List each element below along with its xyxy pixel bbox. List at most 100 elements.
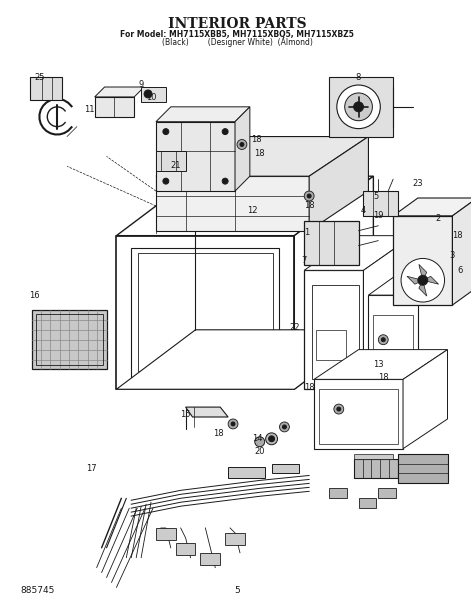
Polygon shape xyxy=(117,236,294,389)
Polygon shape xyxy=(378,488,396,498)
Polygon shape xyxy=(156,137,368,176)
Circle shape xyxy=(255,437,264,446)
Text: 21: 21 xyxy=(171,161,181,170)
Polygon shape xyxy=(156,107,250,122)
Circle shape xyxy=(228,419,238,429)
Circle shape xyxy=(222,178,228,184)
Circle shape xyxy=(163,129,169,135)
Polygon shape xyxy=(309,137,368,231)
Polygon shape xyxy=(364,191,398,216)
Circle shape xyxy=(240,143,244,146)
Polygon shape xyxy=(201,553,220,565)
Polygon shape xyxy=(304,221,358,266)
Circle shape xyxy=(337,85,380,129)
Polygon shape xyxy=(225,533,245,545)
Polygon shape xyxy=(95,87,144,97)
Text: 15: 15 xyxy=(181,410,191,419)
Polygon shape xyxy=(419,280,427,296)
Text: 18: 18 xyxy=(213,429,224,438)
Circle shape xyxy=(401,258,445,302)
Text: 18: 18 xyxy=(452,231,463,240)
Polygon shape xyxy=(304,271,364,389)
Polygon shape xyxy=(138,253,273,371)
Polygon shape xyxy=(368,295,418,399)
Text: 1: 1 xyxy=(304,228,310,237)
Circle shape xyxy=(337,407,341,411)
Polygon shape xyxy=(393,216,453,305)
Text: 11: 11 xyxy=(84,105,95,114)
Polygon shape xyxy=(358,498,376,508)
Circle shape xyxy=(280,422,290,432)
Polygon shape xyxy=(32,310,107,370)
Text: 17: 17 xyxy=(86,464,97,473)
Text: 18: 18 xyxy=(251,135,262,144)
Text: 5: 5 xyxy=(374,191,379,200)
Polygon shape xyxy=(329,488,346,498)
Polygon shape xyxy=(368,271,453,295)
Text: (Black)        (Designer White)  (Almond): (Black) (Designer White) (Almond) xyxy=(162,39,312,47)
Text: 23: 23 xyxy=(412,178,423,188)
Circle shape xyxy=(222,129,228,135)
Text: 885745: 885745 xyxy=(20,586,55,595)
Text: 18: 18 xyxy=(304,383,314,392)
Text: 16: 16 xyxy=(29,291,40,300)
Text: 4: 4 xyxy=(361,207,366,215)
Text: INTERIOR PARTS: INTERIOR PARTS xyxy=(168,17,306,31)
Polygon shape xyxy=(354,459,398,478)
Text: 18: 18 xyxy=(255,149,265,158)
Polygon shape xyxy=(329,77,393,137)
Polygon shape xyxy=(176,543,195,555)
Text: 7: 7 xyxy=(301,256,307,265)
Polygon shape xyxy=(453,198,474,305)
Circle shape xyxy=(345,93,373,121)
Circle shape xyxy=(334,404,344,414)
Text: 14: 14 xyxy=(253,434,263,443)
Polygon shape xyxy=(141,87,166,102)
Polygon shape xyxy=(156,151,186,171)
Circle shape xyxy=(418,276,428,285)
Text: For Model: MH7115XBB5, MH7115XBQ5, MH7115XBZ5: For Model: MH7115XBB5, MH7115XBQ5, MH711… xyxy=(120,30,354,39)
Text: 20: 20 xyxy=(255,447,265,456)
Polygon shape xyxy=(272,464,299,474)
Text: 8: 8 xyxy=(356,73,361,82)
Polygon shape xyxy=(156,176,309,231)
Text: 25: 25 xyxy=(34,73,45,82)
Text: 18: 18 xyxy=(304,202,314,210)
Circle shape xyxy=(283,425,286,429)
Text: 9: 9 xyxy=(138,79,144,89)
Polygon shape xyxy=(131,248,280,378)
Polygon shape xyxy=(117,330,374,389)
Circle shape xyxy=(144,90,152,98)
Polygon shape xyxy=(364,236,413,389)
Polygon shape xyxy=(294,176,374,389)
Polygon shape xyxy=(186,407,228,417)
Text: 10: 10 xyxy=(146,93,156,103)
Polygon shape xyxy=(407,276,423,284)
Polygon shape xyxy=(156,528,176,540)
Circle shape xyxy=(269,436,274,442)
Polygon shape xyxy=(403,349,447,449)
Circle shape xyxy=(265,433,277,445)
Polygon shape xyxy=(30,77,62,100)
Text: 13: 13 xyxy=(373,360,383,369)
Polygon shape xyxy=(398,454,447,483)
Text: 5: 5 xyxy=(234,586,240,595)
Polygon shape xyxy=(354,454,393,459)
Text: 12: 12 xyxy=(247,207,258,215)
Circle shape xyxy=(304,191,314,201)
Text: 6: 6 xyxy=(458,266,463,275)
Polygon shape xyxy=(314,349,447,379)
Polygon shape xyxy=(393,198,474,216)
Polygon shape xyxy=(95,97,134,117)
Text: 3: 3 xyxy=(450,251,455,260)
Circle shape xyxy=(237,140,247,149)
Text: 2: 2 xyxy=(435,214,440,223)
Text: 19: 19 xyxy=(373,212,383,220)
Polygon shape xyxy=(419,264,427,280)
Text: 22: 22 xyxy=(289,323,300,332)
Polygon shape xyxy=(117,176,374,236)
Polygon shape xyxy=(304,236,413,271)
Circle shape xyxy=(307,194,311,198)
Polygon shape xyxy=(156,122,235,191)
Polygon shape xyxy=(423,276,438,284)
